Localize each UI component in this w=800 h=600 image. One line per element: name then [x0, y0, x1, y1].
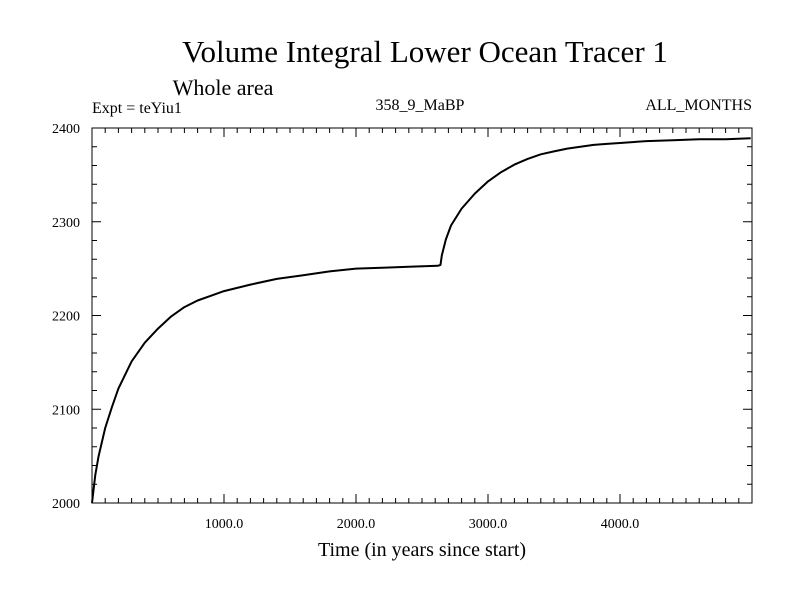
y-tick-label: 2200: [52, 310, 80, 325]
expt-label: Expt = teYiu1: [92, 100, 182, 117]
x-tick-label: 3000.0: [469, 517, 508, 532]
season-label: ALL_MONTHS: [645, 97, 752, 114]
x-tick-label: 1000.0: [205, 517, 244, 532]
y-tick-label: 2400: [52, 122, 80, 137]
x-axis-label: Time (in years since start): [318, 539, 526, 561]
y-tick-label: 2000: [52, 497, 80, 512]
series-line: [91, 137, 751, 504]
x-tick-label: 4000.0: [601, 517, 640, 532]
chart-subtitle: Whole area: [173, 75, 274, 100]
run-label: 358_9_MaBP: [376, 97, 465, 114]
axis-tick-labels: 1000.0 2000.0 3000.0 4000.0 2000 2100 2200 2300…: [52, 122, 639, 532]
y-tick-label: 2100: [52, 403, 80, 418]
x-tick-label: 2000.0: [337, 517, 376, 532]
plot-frame: [91, 127, 753, 504]
chart-title: Volume Integral Lower Ocean Tracer 1: [182, 34, 668, 69]
y-tick-label: 2300: [52, 216, 80, 231]
axis-ticks: [92, 128, 752, 503]
